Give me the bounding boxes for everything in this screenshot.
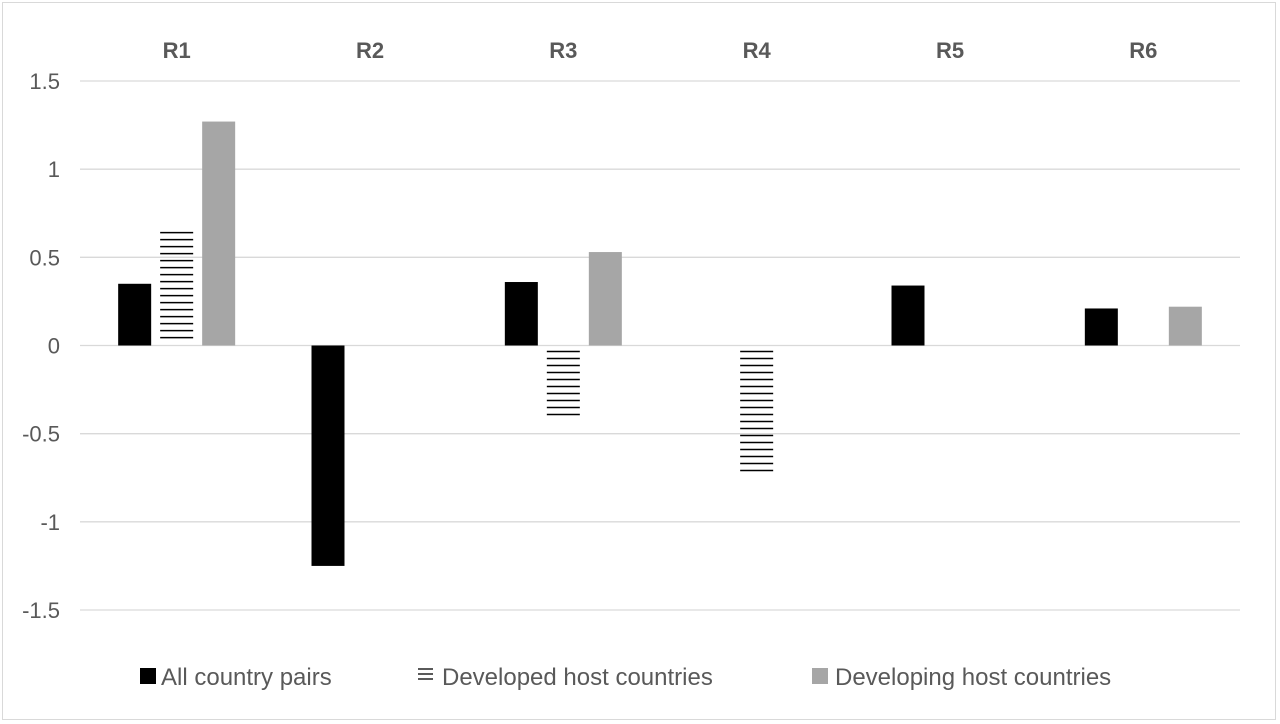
y-tick-label: -1.5 — [22, 598, 60, 623]
bars — [118, 121, 1202, 566]
category-label: R2 — [356, 38, 384, 63]
legend-label: All country pairs — [161, 664, 332, 691]
category-label: R6 — [1129, 38, 1157, 63]
y-axis-ticks: 1.5 1 0.5 0 -0.5 -1 -1.5 — [22, 69, 60, 623]
legend: All country pairs Developed host countrie… — [140, 664, 1111, 691]
category-label: R3 — [549, 38, 577, 63]
bar — [1168, 306, 1202, 346]
legend-label: Developed host countries — [442, 664, 713, 691]
bar — [1084, 308, 1118, 346]
gridlines — [80, 80, 1240, 611]
legend-swatch — [418, 668, 433, 680]
bar — [311, 345, 345, 566]
y-tick-label: -0.5 — [22, 422, 60, 447]
bar — [504, 282, 538, 346]
bar — [891, 285, 925, 346]
y-tick-label: 0 — [48, 334, 60, 359]
legend-label: Developing host countries — [835, 664, 1111, 691]
bar — [118, 283, 152, 346]
y-tick-label: 1 — [48, 157, 60, 182]
bar — [546, 350, 580, 416]
y-tick-label: -1 — [40, 510, 60, 535]
y-tick-label: 0.5 — [29, 245, 60, 270]
legend-swatch — [812, 668, 828, 684]
category-label: R4 — [743, 38, 772, 63]
legend-swatch — [140, 668, 156, 684]
bar — [160, 231, 194, 339]
bar — [588, 252, 622, 346]
bar — [202, 121, 236, 346]
category-label: R1 — [163, 38, 191, 63]
category-labels: R1 R2 R3 R4 R5 R6 — [163, 38, 1158, 63]
bar — [740, 350, 774, 472]
y-tick-label: 1.5 — [29, 69, 60, 94]
category-label: R5 — [936, 38, 964, 63]
